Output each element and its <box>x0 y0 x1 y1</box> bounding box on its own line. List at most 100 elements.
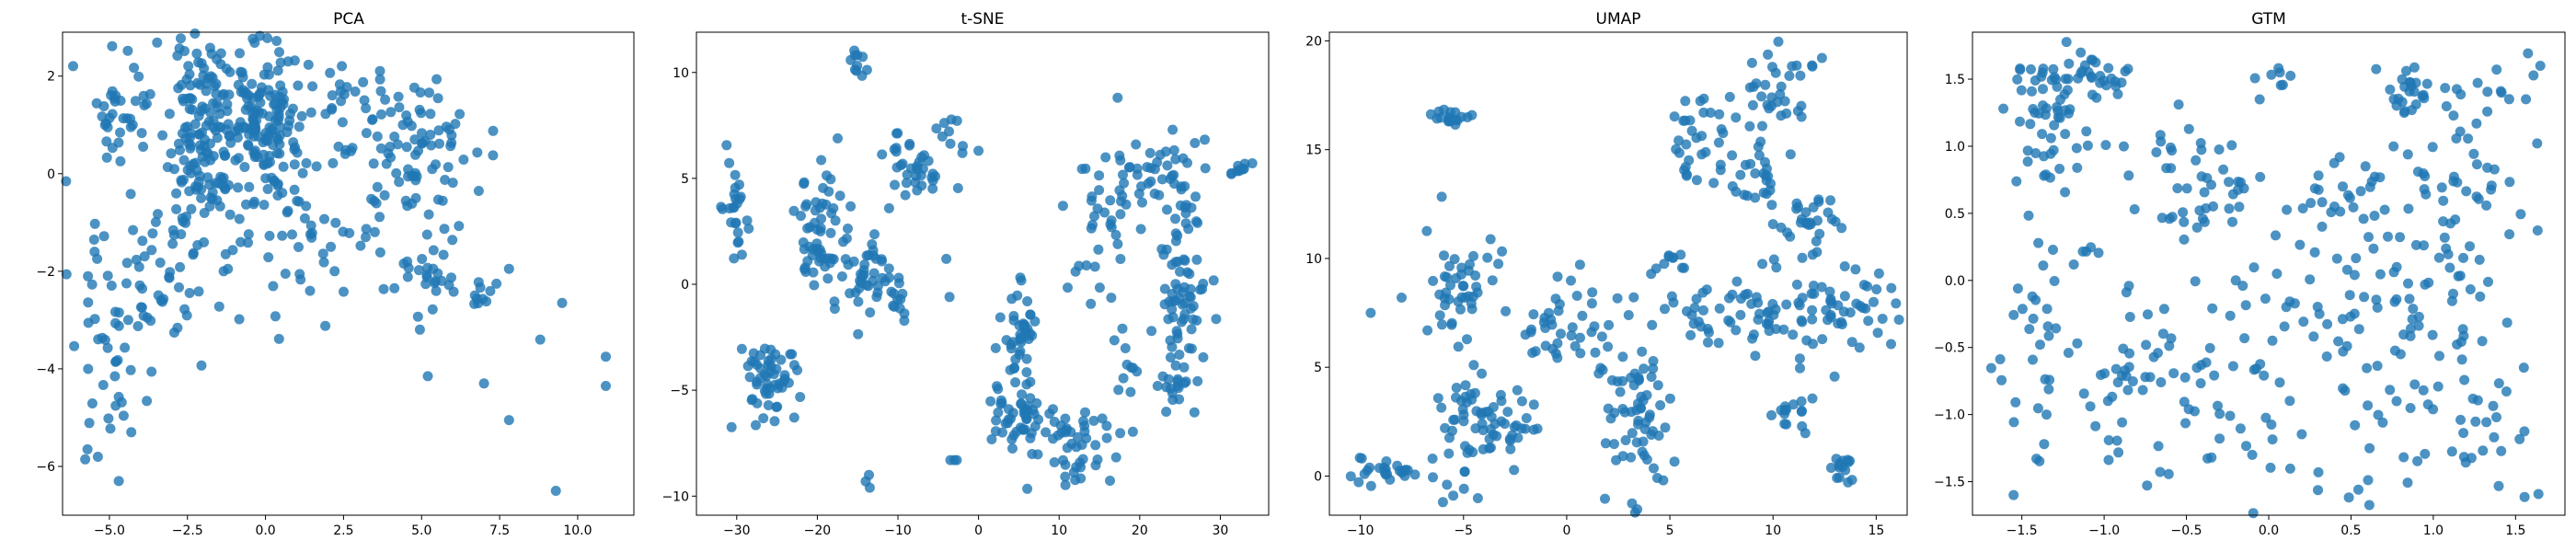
scatter-point-tsne <box>754 373 765 384</box>
scatter-point-gtm <box>2173 99 2184 110</box>
scatter-point-tsne <box>815 253 826 264</box>
scatter-point-pca <box>436 275 447 286</box>
scatter-point-umap <box>1696 131 1708 142</box>
scatter-point-umap <box>1587 287 1598 298</box>
scatter-point-gtm <box>2078 388 2089 399</box>
scatter-point-tsne <box>1112 92 1123 103</box>
scatter-point-gtm <box>2164 213 2175 224</box>
scatter-point-tsne <box>1025 309 1036 320</box>
scatter-point-tsne <box>730 169 741 180</box>
scatter-point-pca <box>157 130 168 141</box>
scatter-point-tsne <box>1136 181 1146 192</box>
scatter-point-gtm <box>2423 277 2434 288</box>
scatter-point-gtm <box>2451 133 2462 144</box>
scatter-point-gtm <box>2441 101 2452 111</box>
x-tick-label-tsne: 30 <box>1213 523 1229 538</box>
scatter-point-umap <box>1691 293 1702 305</box>
scatter-point-umap <box>1713 338 1724 349</box>
scatter-point-gtm <box>2478 445 2489 456</box>
scatter-point-tsne <box>783 377 794 388</box>
scatter-point-pca <box>305 107 316 118</box>
scatter-point-umap <box>1476 408 1487 419</box>
scatter-point-umap <box>1791 60 1802 71</box>
scatter-point-umap <box>1521 413 1532 423</box>
x-tick-label-tsne: −30 <box>723 523 751 538</box>
scatter-point-gtm <box>2337 314 2348 325</box>
scatter-point-pca <box>142 396 153 407</box>
scatter-point-umap <box>1886 339 1896 350</box>
scatter-point-gtm <box>2349 270 2360 281</box>
scatter-point-gtm <box>2073 73 2084 84</box>
scatter-point-pca <box>247 78 258 89</box>
scatter-point-gtm <box>2190 276 2201 287</box>
scatter-point-gtm <box>2294 239 2306 250</box>
scatter-point-gtm <box>2015 116 2025 127</box>
scatter-point-tsne <box>804 241 815 252</box>
scatter-point-umap <box>1776 110 1787 121</box>
x-tick-label-umap: 10 <box>1765 523 1781 538</box>
scatter-point-gtm <box>2314 308 2325 319</box>
scatter-point-gtm <box>2364 443 2375 454</box>
scatter-point-umap <box>1776 222 1787 233</box>
scatter-point-umap <box>1590 347 1601 358</box>
scatter-point-gtm <box>2377 417 2388 428</box>
scatter-point-tsne <box>1188 314 1199 325</box>
scatter-point-pca <box>402 271 413 282</box>
scatter-point-pca <box>431 159 441 170</box>
scatter-point-tsne <box>1115 254 1126 264</box>
scatter-point-gtm <box>2375 269 2386 280</box>
scatter-point-tsne <box>952 183 963 193</box>
scatter-point-umap <box>1611 454 1622 466</box>
scatter-point-pca <box>277 188 288 199</box>
scatter-point-pca <box>243 237 253 248</box>
scatter-point-gtm <box>2532 138 2543 149</box>
scatter-point-umap <box>1681 139 1692 150</box>
scatter-point-pca <box>98 231 109 242</box>
scatter-point-pca <box>339 286 349 297</box>
scatter-point-pca <box>295 274 306 285</box>
scatter-point-tsne <box>1176 184 1187 195</box>
scatter-point-pca <box>239 162 250 172</box>
scatter-point-gtm <box>1995 354 2006 364</box>
scatter-point-tsne <box>1060 459 1071 470</box>
scatter-point-pca <box>447 235 458 246</box>
y-tick-label-umap: 15 <box>1305 144 1322 158</box>
scatter-point-gtm <box>2179 372 2191 383</box>
scatter-point-pca <box>361 128 372 139</box>
scatter-point-gtm <box>2271 230 2281 241</box>
scatter-point-gtm <box>2355 186 2366 197</box>
scatter-point-gtm <box>2051 323 2062 334</box>
scatter-point-gtm <box>2482 106 2493 117</box>
scatter-point-gtm <box>2254 94 2265 105</box>
scatter-point-tsne <box>993 407 1004 418</box>
scatter-point-gtm <box>2016 85 2027 96</box>
scatter-point-umap <box>1765 185 1776 196</box>
scatter-point-tsne <box>868 268 880 279</box>
scatter-point-gtm <box>2391 293 2402 305</box>
scatter-point-tsne <box>859 259 870 270</box>
scatter-point-pca <box>272 65 283 76</box>
x-tick-label-umap: 15 <box>1868 523 1884 538</box>
scatter-point-umap <box>1872 328 1883 339</box>
scatter-point-pca <box>299 213 310 224</box>
scatter-point-pca <box>338 226 349 237</box>
scatter-point-umap <box>1603 341 1614 352</box>
scatter-point-gtm <box>2309 247 2320 258</box>
scatter-point-pca <box>193 177 204 188</box>
scatter-point-pca <box>181 74 192 85</box>
scatter-point-pca <box>374 65 385 76</box>
scatter-point-tsne <box>912 164 923 175</box>
scatter-point-gtm <box>2298 316 2309 328</box>
scatter-point-gtm <box>2388 141 2399 152</box>
scatter-point-tsne <box>995 312 1006 323</box>
scatter-point-pca <box>273 333 284 344</box>
scatter-point-gtm <box>2397 74 2408 85</box>
scatter-point-umap <box>1353 477 1364 488</box>
scatter-point-umap <box>1516 396 1527 407</box>
scatter-point-pca <box>330 217 341 228</box>
scatter-point-gtm <box>2473 193 2484 204</box>
scatter-point-pca <box>183 61 194 72</box>
scatter-point-gtm <box>2164 340 2175 351</box>
scatter-point-umap <box>1553 305 1564 316</box>
scatter-point-gtm <box>2266 420 2277 430</box>
